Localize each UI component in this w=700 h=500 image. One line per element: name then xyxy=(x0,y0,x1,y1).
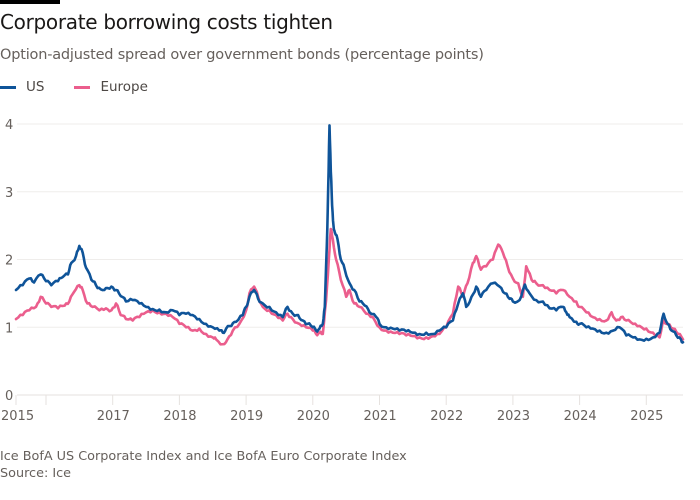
x-tick-label-2020: 2020 xyxy=(297,409,330,424)
x-tick-label-2017: 2017 xyxy=(97,409,130,424)
x-tick-label-2018: 2018 xyxy=(163,409,196,424)
series-line-europe xyxy=(14,227,685,346)
x-tick-label-2023: 2023 xyxy=(497,409,530,424)
legend-item-europe: Europe xyxy=(74,79,148,95)
series-line-us xyxy=(14,124,685,344)
x-tick-label-2025: 2025 xyxy=(630,409,663,424)
y-tick-label-2: 2 xyxy=(5,254,13,269)
footer-note: Ice BofA US Corporate Index and Ice BofA… xyxy=(0,449,407,464)
legend-swatch-europe xyxy=(74,85,91,89)
brand-bar xyxy=(0,0,60,4)
legend: US Europe xyxy=(0,79,148,95)
legend-swatch-us xyxy=(0,85,16,89)
x-axis: 2015 2017 2018 2019 2020 2021 2022 2023 2024 2025 xyxy=(1,395,663,424)
footer: Ice BofA US Corporate Index and Ice BofA… xyxy=(0,448,407,482)
chart-subtitle: Option-adjusted spread over government b… xyxy=(0,47,484,63)
y-tick-label-3: 3 xyxy=(5,186,13,201)
gridlines xyxy=(17,123,683,396)
legend-label-us: US xyxy=(26,79,45,95)
x-tick-label-2021: 2021 xyxy=(364,409,397,424)
legend-item-us: US xyxy=(0,79,44,95)
x-tick-label-2024: 2024 xyxy=(564,409,597,424)
x-tick-label-2015: 2015 xyxy=(1,409,34,424)
y-axis: 0 1 2 3 4 xyxy=(5,118,13,404)
chart-title: Corporate borrowing costs tighten xyxy=(0,10,333,34)
series-lines xyxy=(14,124,685,346)
legend-label-europe: Europe xyxy=(100,79,148,95)
y-tick-label-1: 1 xyxy=(5,321,13,336)
x-tick-label-2019: 2019 xyxy=(230,409,263,424)
footer-source: Source: Ice xyxy=(0,466,72,481)
x-tick-label-2022: 2022 xyxy=(430,409,463,424)
y-tick-label-0: 0 xyxy=(5,389,13,404)
y-tick-label-4: 4 xyxy=(5,118,13,133)
